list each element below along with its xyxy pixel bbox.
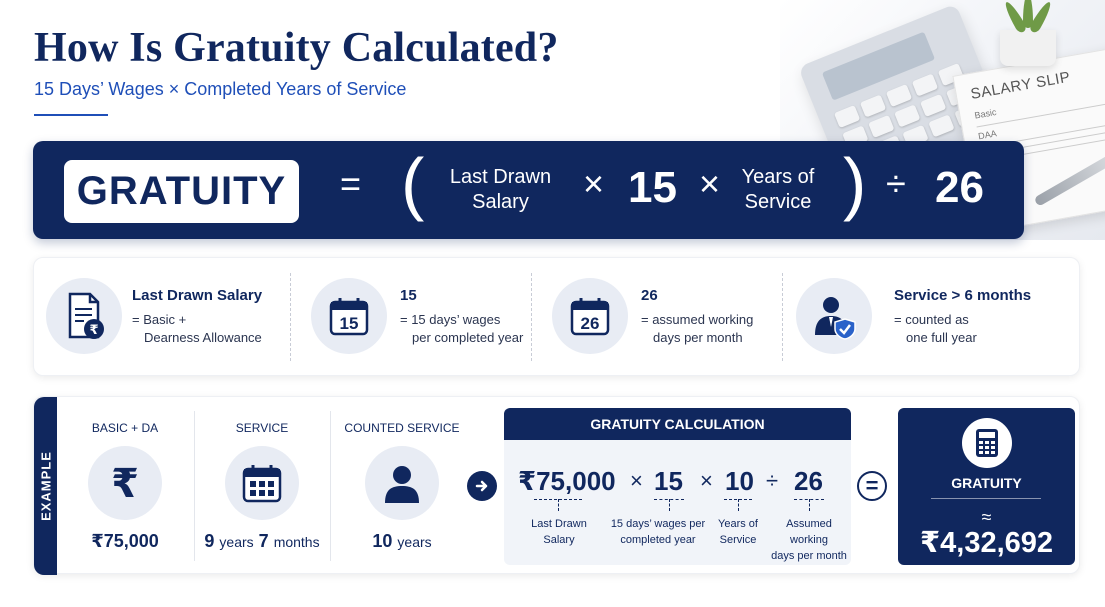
salary-document-icon: ₹ (46, 278, 122, 354)
example-label: BASIC + DA (91, 421, 159, 435)
definition-card-salary: ₹ Last Drawn Salary = Basic + Dearness A… (34, 258, 290, 377)
formula-times-1: × (583, 163, 605, 204)
calc-sub-twentysix: Assumed working days per month (771, 518, 847, 562)
definition-text: = counted as one full year (894, 312, 977, 345)
example-service: SERVICE 9 years 7 months (194, 397, 330, 575)
calc-times-2: × (700, 468, 713, 493)
calculation-heading: GRATUITY CALCULATION (504, 408, 851, 440)
formula-divide: ÷ (886, 163, 906, 204)
calc-sub-salary: Last Drawn Salary (531, 518, 587, 546)
definitions-panel: ₹ Last Drawn Salary = Basic + Dearness A… (33, 257, 1080, 376)
calc-divide: ÷ (766, 468, 779, 493)
calculator-icon (961, 418, 1012, 468)
example-value: ₹75,000 (91, 531, 159, 551)
definition-card-fifteen: 15 15 = 15 days’ wages per completed yea… (296, 258, 531, 377)
arrow-right-icon (467, 471, 497, 501)
definition-text: = assumed working days per month (641, 312, 754, 345)
formula-fifteen: 15 (628, 163, 677, 212)
person-icon (365, 446, 439, 520)
calc-twentysix: 26 (794, 466, 823, 496)
definition-text: = 15 days’ wages per completed year (400, 312, 524, 345)
calendar-26-icon: 26 (552, 278, 628, 354)
svg-text:₹: ₹ (111, 461, 139, 505)
example-panel: EXAMPLE BASIC + DA ₹ ₹75,000 SERVICE (33, 396, 1080, 575)
calc-fifteen: 15 (654, 466, 683, 496)
rupee-icon: ₹ (88, 446, 162, 520)
employee-shield-icon (796, 278, 872, 354)
gratuity-calculation-box: GRATUITY CALCULATION ₹75,000 × 15 × 10 ÷… (504, 408, 851, 565)
calc-sub-ten: Years of Service (718, 518, 758, 546)
calendar-icon (225, 446, 299, 520)
svg-text:₹: ₹ (89, 323, 98, 338)
definition-card-twentysix: 26 26 = assumed working days per month (537, 258, 782, 377)
example-counted-service: COUNTED SERVICE 10 years (330, 397, 474, 575)
example-label: COUNTED SERVICE (344, 421, 460, 435)
definition-card-service: Service > 6 months = counted as one full… (788, 258, 1078, 377)
result-label: GRATUITY (951, 475, 1022, 491)
divider (330, 411, 331, 561)
equals-icon: = (857, 471, 887, 501)
plant-image (1000, 0, 1056, 66)
definition-text: = Basic + Dearness Allowance (132, 312, 262, 345)
result-divider (931, 498, 1041, 499)
example-value: 10 years (372, 531, 432, 551)
calc-ten: 10 (725, 466, 754, 496)
result-approx-symbol: ≈ (981, 507, 992, 527)
calendar-15-icon: 15 (311, 278, 387, 354)
example-value: 9 years 7 months (204, 531, 320, 551)
gratuity-result-box: GRATUITY ≈ ₹4,32,692 (898, 408, 1075, 565)
subtitle-underline (34, 114, 108, 116)
svg-text:15: 15 (340, 314, 359, 333)
page-title: How Is Gratuity Calculated? (34, 25, 559, 71)
calc-sub-fifteen: 15 days’ wages per completed year (610, 518, 706, 546)
calc-times-1: × (630, 468, 643, 493)
result-value: ₹4,32,692 (919, 527, 1054, 559)
definition-title: 15 (400, 287, 417, 304)
definition-title: Service > 6 months (894, 287, 1032, 304)
divider (194, 411, 195, 561)
formula-times-2: × (699, 163, 721, 204)
definition-title: Last Drawn Salary (132, 287, 263, 304)
formula-bar: GRATUITY = ( Last Drawn Salary × 15 × Ye… (33, 141, 1024, 239)
formula-close-paren: ) (843, 144, 867, 222)
formula-gratuity-label: GRATUITY (64, 160, 299, 223)
formula-equals: = (340, 163, 362, 204)
formula-last-drawn-salary: Last Drawn Salary (449, 166, 552, 213)
example-label: SERVICE (235, 421, 289, 435)
definition-title: 26 (641, 287, 658, 304)
example-tab: EXAMPLE (34, 397, 57, 575)
formula-twentysix: 26 (935, 163, 984, 212)
page-subtitle: 15 Days’ Wages × Completed Years of Serv… (34, 79, 407, 99)
formula-years-of-service: Years of Service (741, 166, 815, 213)
svg-text:26: 26 (581, 314, 600, 333)
divider (782, 273, 783, 361)
divider (531, 273, 532, 361)
calc-salary: ₹75,000 (518, 466, 616, 496)
formula-open-paren: ( (401, 144, 425, 222)
divider (290, 273, 291, 361)
example-basic-da: BASIC + DA ₹ ₹75,000 (58, 397, 192, 575)
